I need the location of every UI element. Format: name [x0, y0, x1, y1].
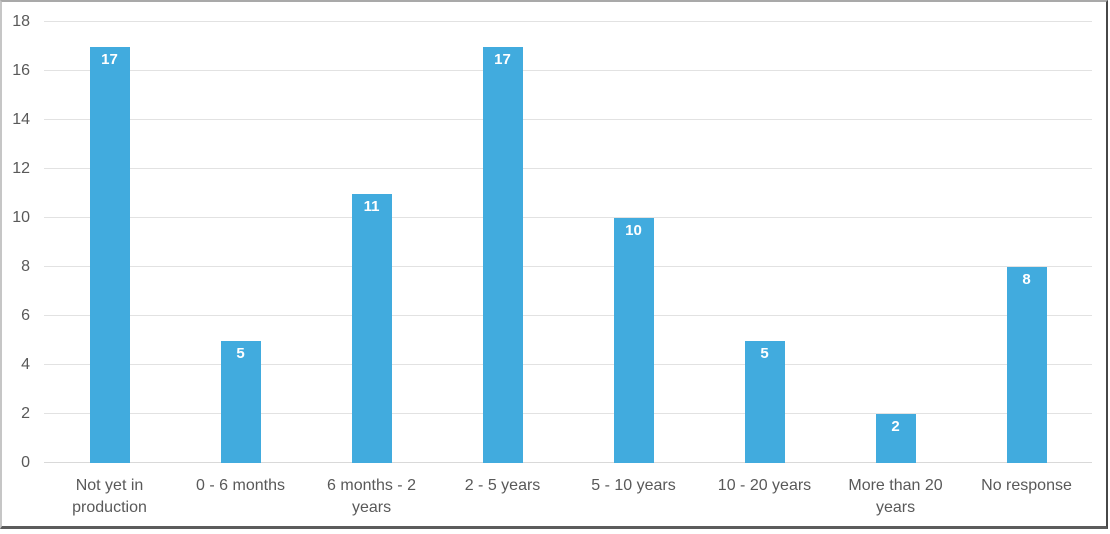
bar-value-label: 17 [494, 50, 511, 68]
bar-group-5-10-years: 10 5 - 10 years [568, 22, 699, 494]
gridline-y-18 [44, 21, 1092, 22]
x-axis-category-label: 5 - 10 years [591, 477, 676, 494]
bar-no-response: 8 [1006, 267, 1047, 463]
bar-value-label: 11 [363, 197, 380, 215]
bar-value-label: 5 [236, 344, 245, 362]
x-axis-category-label: 10 - 20 years [717, 477, 812, 494]
bar-value-label: 17 [101, 50, 118, 68]
bar-group-more-than-20-years: 2 More than 20 years [830, 22, 961, 516]
bar-0-6-months: 5 [220, 340, 261, 463]
y-axis-tick-label: 16 [12, 62, 30, 79]
x-axis-category-label: No response [981, 477, 1072, 494]
x-axis-category-label: More than 20 years [848, 477, 943, 516]
y-axis-tick-label: 14 [12, 111, 30, 128]
y-axis-tick-label: 18 [12, 13, 30, 30]
bar-not-yet-in-production: 17 [89, 46, 130, 463]
bar-group-2-5-years: 17 2 - 5 years [437, 22, 568, 494]
bar-value-label: 5 [760, 344, 769, 362]
y-axis-tick-label: 8 [21, 258, 30, 275]
bar-group-no-response: 8 No response [961, 22, 1092, 494]
bar-group-10-20-years: 5 10 - 20 years [699, 22, 830, 494]
y-axis-tick-label: 10 [12, 209, 30, 226]
bar-6-months-2-years: 11 [351, 193, 392, 463]
y-axis-tick-label: 12 [12, 160, 30, 178]
gridline-y-10 [44, 217, 1092, 218]
y-axis-tick-label: 2 [21, 405, 30, 422]
gridline-y-2 [44, 413, 1092, 414]
y-axis-tick-label: 0 [21, 454, 30, 471]
bar-more-than-20-years: 2 [875, 414, 916, 463]
bar-chart: 0 2 4 6 8 10 12 14 16 18 17 Not yet in production 5 0… [12, 14, 1092, 516]
x-axis-category-label: 2 - 5 years [464, 477, 541, 494]
y-axis-tick-label: 6 [21, 307, 30, 325]
gridline-y-8 [44, 266, 1092, 267]
gridline-y-6 [44, 315, 1092, 317]
gridline-y-0 [44, 462, 1092, 463]
gridline-y-16 [44, 70, 1092, 71]
bar-2-5-years: 17 [482, 46, 523, 463]
bar-value-label: 8 [1022, 271, 1031, 288]
bar-value-label: 10 [625, 222, 642, 239]
gridline-y-14 [44, 119, 1092, 120]
bar-10-20-years: 5 [744, 340, 785, 463]
gridline-y-12 [44, 168, 1092, 170]
bar-group-0-6-months: 5 0 - 6 months [175, 22, 306, 494]
gridline-y-4 [44, 364, 1092, 365]
bar-group-6-months-2-years: 11 6 months - 2 years [306, 22, 437, 516]
bar-group-not-yet-in-production: 17 Not yet in production [44, 22, 175, 516]
x-axis-category-label: 6 months - 2 years [327, 477, 416, 516]
bar-5-10-years: 10 [613, 218, 654, 463]
bar-value-label: 2 [891, 418, 900, 435]
x-axis-category-label: Not yet in production [72, 477, 147, 516]
x-axis-category-label: 0 - 6 months [196, 477, 285, 494]
y-axis-tick-label: 4 [21, 356, 30, 373]
